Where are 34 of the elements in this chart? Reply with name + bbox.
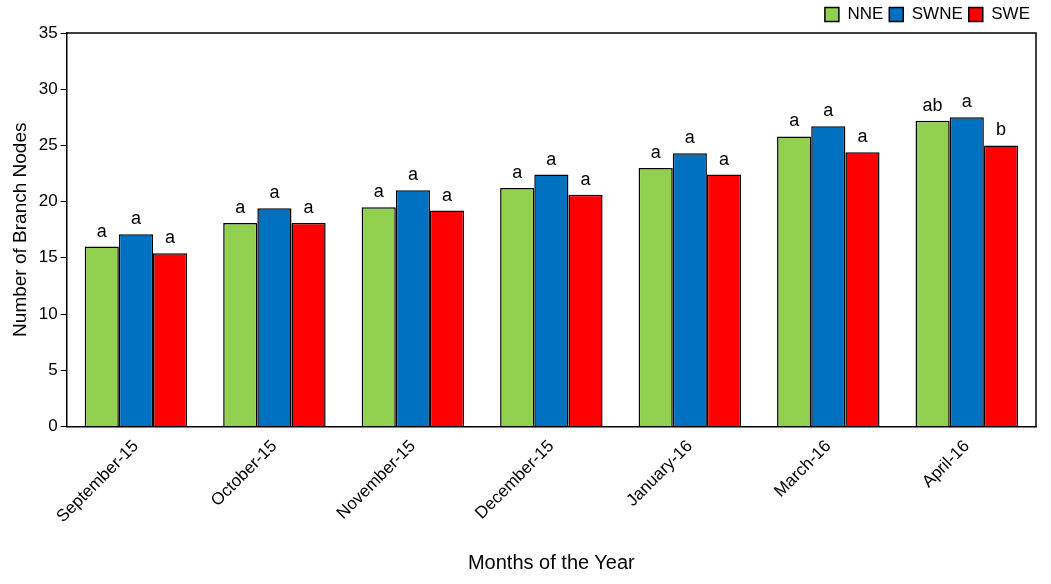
y-tick-label: 15 xyxy=(38,247,58,267)
data-label: b xyxy=(995,119,1006,140)
y-axis-title: Number of Branch Nodes xyxy=(8,122,30,337)
data-label: a xyxy=(235,196,247,217)
y-tick-label: 20 xyxy=(38,191,58,211)
legend-label: NNE xyxy=(847,4,884,24)
data-label: a xyxy=(512,162,524,183)
legend-label: SWE xyxy=(991,4,1031,24)
data-label: a xyxy=(718,148,730,169)
y-tick-label: 35 xyxy=(38,22,58,42)
data-label: a xyxy=(303,196,315,217)
data-label: ab xyxy=(922,94,943,115)
y-tick-label: 10 xyxy=(38,303,58,323)
data-label: a xyxy=(580,168,592,189)
data-label: a xyxy=(407,164,419,185)
data-label: a xyxy=(546,148,558,169)
y-tick-label: 30 xyxy=(38,78,58,98)
data-label: a xyxy=(96,220,108,241)
data-label: a xyxy=(269,182,281,203)
data-label: a xyxy=(165,227,177,248)
data-label: a xyxy=(789,110,801,131)
data-label: a xyxy=(130,208,142,229)
data-label: a xyxy=(684,127,696,148)
data-label: a xyxy=(961,91,973,112)
x-axis-title: Months of the Year xyxy=(467,550,636,573)
data-label: a xyxy=(823,100,835,121)
data-label: a xyxy=(857,126,869,147)
y-tick-label: 5 xyxy=(48,359,58,379)
y-tick-label: 25 xyxy=(38,135,58,155)
y-tick-label: 0 xyxy=(48,416,58,436)
data-label: a xyxy=(650,141,662,162)
data-label: a xyxy=(373,181,385,202)
legend-label: SWNE xyxy=(911,4,963,24)
data-label: a xyxy=(442,184,454,205)
